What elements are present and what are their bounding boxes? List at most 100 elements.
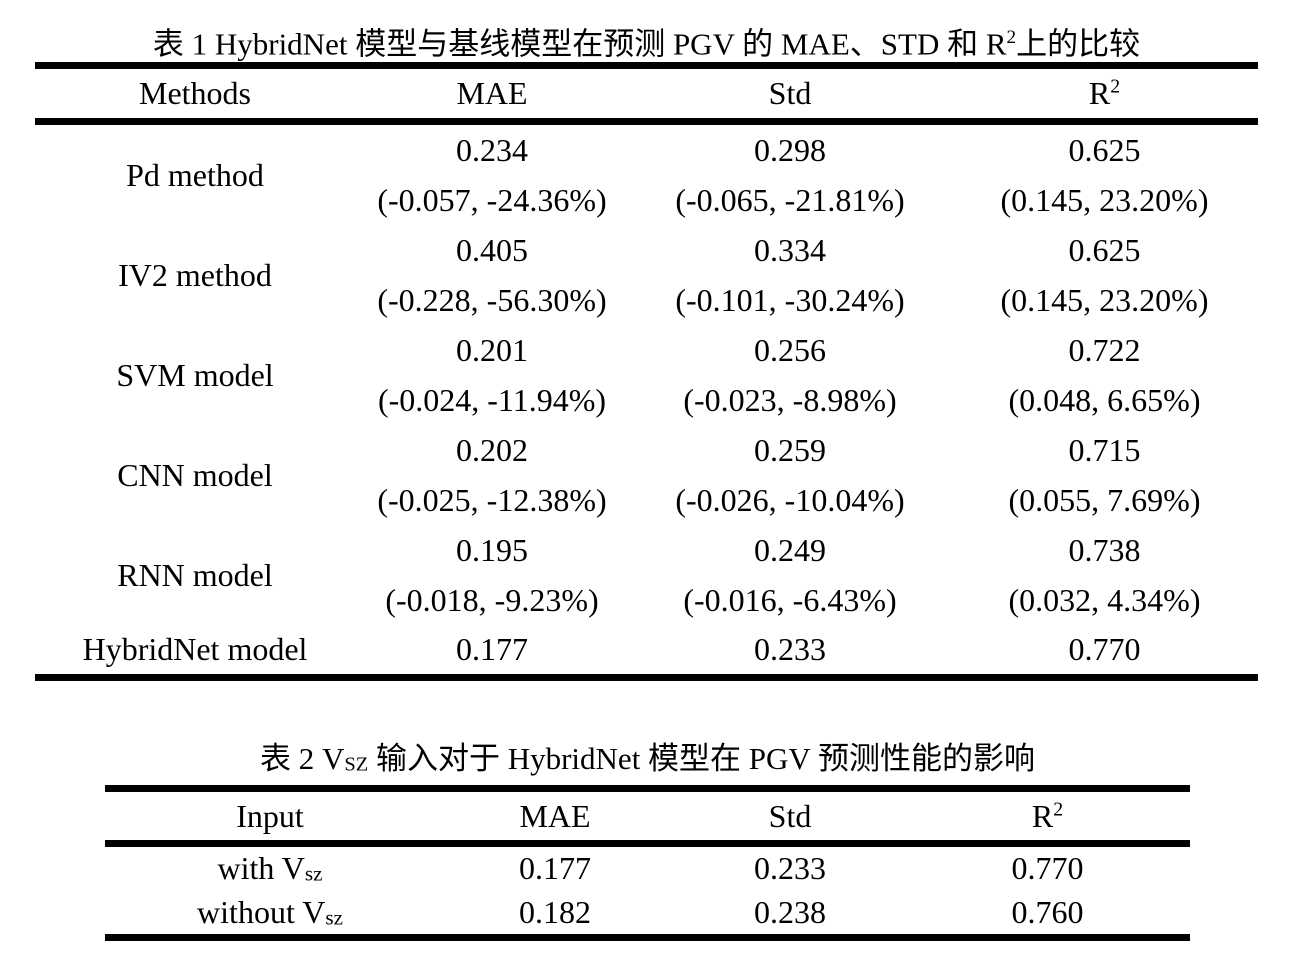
- table-row-hybridnet-model: HybridNet model 0.177 0.233 0.770: [35, 625, 1258, 677]
- input-label-subscript: sz: [304, 861, 323, 886]
- r2-cell: 0.625 (0.145, 23.20%): [951, 225, 1258, 325]
- std-value: 0.256: [754, 332, 826, 368]
- mae-delta: (-0.018, -9.23%): [385, 582, 599, 618]
- table1-caption-suffix: 上的比较: [1016, 26, 1141, 62]
- method-cell: RNN model: [117, 556, 273, 593]
- r2-cell: 0.760: [1011, 893, 1084, 930]
- mae-cell: 0.405 (-0.228, -56.30%): [355, 225, 629, 325]
- r2-delta: (0.145, 23.20%): [1000, 182, 1209, 218]
- mae-value: 0.234: [456, 132, 528, 168]
- table2-caption-text: 表 2 V: [259, 741, 345, 776]
- r2-cell: 0.770: [1011, 850, 1084, 887]
- mae-delta: (-0.228, -56.30%): [377, 282, 607, 318]
- table1-header-std: Std: [768, 75, 812, 111]
- std-delta: (-0.023, -8.98%): [683, 382, 897, 418]
- std-delta: (-0.026, -10.04%): [675, 482, 905, 518]
- table2-caption-suffix: 输入对于 HybridNet 模型在 PGV 预测性能的影响: [368, 741, 1036, 776]
- table1-header-row: Methods MAE Std R2: [35, 66, 1258, 122]
- r2-cell: 0.625 (0.145, 23.20%): [951, 122, 1258, 226]
- table1-header-r2: R2: [951, 66, 1258, 122]
- table2-header-r2-base: R: [1031, 797, 1054, 834]
- std-cell: 0.249 (-0.016, -6.43%): [629, 525, 951, 625]
- std-cell: 0.256 (-0.023, -8.98%): [629, 325, 951, 425]
- std-delta: (-0.016, -6.43%): [683, 582, 897, 618]
- method-cell: IV2 method: [118, 256, 272, 293]
- std-cell: 0.334 (-0.101, -30.24%): [629, 225, 951, 325]
- r2-delta: (0.048, 6.65%): [1008, 382, 1201, 418]
- table2-caption-subscript: SZ: [344, 753, 369, 776]
- r2-value: 0.722: [1068, 332, 1141, 368]
- r2-delta: (0.145, 23.20%): [1000, 282, 1209, 318]
- table1-caption-superscript: 2: [1006, 27, 1017, 48]
- std-cell: 0.233: [754, 850, 826, 887]
- table-row-svm-model: SVM model 0.201 (-0.024, -11.94%) 0.256 …: [35, 325, 1258, 425]
- input-label: with V: [217, 850, 305, 887]
- method-cell: SVM model: [116, 356, 274, 393]
- table2-header-row: Input MAE Std R2: [105, 789, 1190, 844]
- table-row-without-vsz: without Vsz 0.182 0.238 0.760: [105, 891, 1190, 938]
- table2: Input MAE Std R2 with Vsz 0.177 0.233 0.…: [105, 785, 1190, 941]
- table2-block: 表 2 VSZ 输入对于 HybridNet 模型在 PGV 预测性能的影响 I…: [105, 733, 1190, 941]
- mae-value: 0.202: [456, 432, 528, 468]
- input-cell: without Vsz: [105, 891, 435, 938]
- std-delta: (-0.065, -21.81%): [675, 182, 905, 218]
- table1-header-methods: Methods: [139, 75, 251, 111]
- std-value: 0.298: [754, 132, 826, 168]
- mae-cell: 0.234 (-0.057, -24.36%): [355, 122, 629, 226]
- mae-cell: 0.182: [519, 893, 591, 930]
- r2-value: 0.738: [1068, 532, 1141, 568]
- table1-block: 表 1 HybridNet 模型与基线模型在预测 PGV 的 MAE、STD 和…: [35, 14, 1258, 681]
- method-cell: HybridNet model: [82, 630, 308, 667]
- table-row-with-vsz: with Vsz 0.177 0.233 0.770: [105, 844, 1190, 891]
- table1-header-r2-base: R: [1088, 75, 1111, 111]
- std-delta: (-0.101, -30.24%): [675, 282, 905, 318]
- r2-value: 0.715: [1068, 432, 1141, 468]
- std-value: 0.334: [754, 232, 826, 268]
- table1-caption: 表 1 HybridNet 模型与基线模型在预测 PGV 的 MAE、STD 和…: [35, 14, 1258, 62]
- std-value: 0.259: [754, 432, 826, 468]
- table2-header-r2-superscript: 2: [1053, 797, 1064, 820]
- table-row-cnn-model: CNN model 0.202 (-0.025, -12.38%) 0.259 …: [35, 425, 1258, 525]
- r2-cell: 0.715 (0.055, 7.69%): [951, 425, 1258, 525]
- r2-cell: 0.722 (0.048, 6.65%): [951, 325, 1258, 425]
- table-row-pd-method: Pd method 0.234 (-0.057, -24.36%) 0.298 …: [35, 122, 1258, 226]
- r2-delta: (0.055, 7.69%): [1008, 482, 1201, 518]
- mae-cell: 0.202 (-0.025, -12.38%): [355, 425, 629, 525]
- table-row-rnn-model: RNN model 0.195 (-0.018, -9.23%) 0.249 (…: [35, 525, 1258, 625]
- r2-cell: 0.770: [1068, 630, 1141, 667]
- table1-header-r2-superscript: 2: [1110, 75, 1121, 98]
- mae-cell: 0.177: [456, 630, 528, 667]
- table2-header-r2: R2: [905, 789, 1190, 844]
- std-cell: 0.238: [754, 893, 826, 930]
- method-cell: CNN model: [117, 456, 273, 493]
- method-cell: Pd method: [126, 156, 264, 193]
- mae-cell: 0.201 (-0.024, -11.94%): [355, 325, 629, 425]
- mae-value: 0.195: [456, 532, 528, 568]
- mae-delta: (-0.025, -12.38%): [377, 482, 607, 518]
- input-label-subscript: sz: [325, 905, 343, 930]
- std-cell: 0.298 (-0.065, -21.81%): [629, 122, 951, 226]
- table1-header-mae: MAE: [456, 75, 528, 111]
- mae-value: 0.201: [456, 332, 528, 368]
- mae-delta: (-0.024, -11.94%): [377, 382, 607, 418]
- table2-caption: 表 2 VSZ 输入对于 HybridNet 模型在 PGV 预测性能的影响: [105, 733, 1190, 785]
- std-cell: 0.259 (-0.026, -10.04%): [629, 425, 951, 525]
- table1-caption-text: 表 1 HybridNet 模型与基线模型在预测 PGV 的 MAE、STD 和…: [152, 26, 1007, 62]
- r2-delta: (0.032, 4.34%): [1008, 582, 1201, 618]
- mae-cell: 0.177: [519, 850, 591, 887]
- r2-cell: 0.738 (0.032, 4.34%): [951, 525, 1258, 625]
- mae-delta: (-0.057, -24.36%): [377, 182, 607, 218]
- mae-cell: 0.195 (-0.018, -9.23%): [355, 525, 629, 625]
- input-label: without V: [197, 893, 326, 930]
- table2-header-mae: MAE: [519, 797, 591, 834]
- mae-value: 0.405: [456, 232, 528, 268]
- table1: Methods MAE Std R2 Pd method 0.234 (-0.0…: [35, 62, 1258, 681]
- table2-header-std: Std: [768, 797, 812, 834]
- table2-header-input: Input: [236, 797, 304, 834]
- r2-value: 0.625: [1068, 132, 1141, 168]
- std-cell: 0.233: [754, 630, 826, 667]
- std-value: 0.249: [754, 532, 826, 568]
- table-row-iv2-method: IV2 method 0.405 (-0.228, -56.30%) 0.334…: [35, 225, 1258, 325]
- r2-value: 0.625: [1068, 232, 1141, 268]
